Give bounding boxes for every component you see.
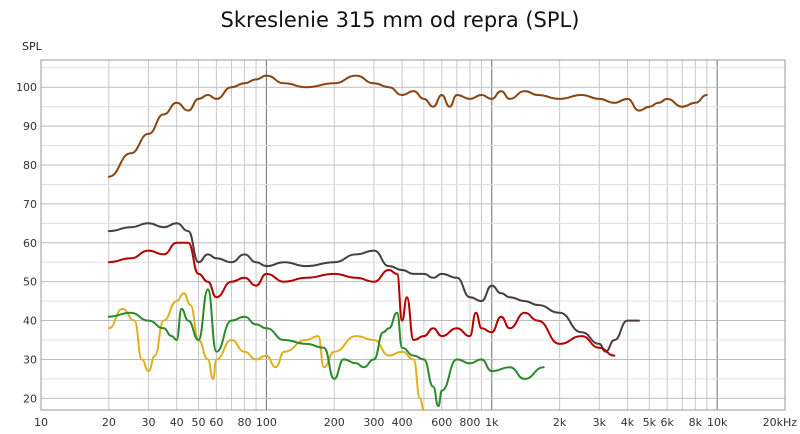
x-tick-label: 60: [209, 416, 223, 429]
x-tick-label: 200: [324, 416, 345, 429]
x-tick-label: 20kHz: [763, 416, 798, 429]
x-tick-label: 10k: [707, 416, 728, 429]
y-tick-label: 20: [23, 392, 37, 405]
series-line-4th-harmonic: [107, 288, 545, 408]
x-tick-label: 20: [102, 416, 116, 429]
series-line-2nd-harmonic: [107, 241, 616, 357]
y-axis-label: SPL: [22, 40, 42, 53]
series-layer: [107, 74, 708, 411]
series-line-fundamental: [107, 74, 708, 178]
x-tick-label: 30: [142, 416, 156, 429]
x-tick-label: 1k: [485, 416, 499, 429]
y-tick-label: 70: [23, 198, 37, 211]
x-tick-label: 100: [256, 416, 277, 429]
series-line-3rd-harmonic: [107, 292, 425, 411]
series-line-thd: [107, 222, 640, 353]
x-tick-label: 5k: [643, 416, 657, 429]
y-tick-label: 50: [23, 276, 37, 289]
y-tick-label: 40: [23, 315, 37, 328]
x-tick-label: 800: [459, 416, 480, 429]
x-tick-label: 80: [238, 416, 252, 429]
y-tick-label: 100: [16, 81, 37, 94]
y-tick-label: 90: [23, 120, 37, 133]
plot-frame: [40, 59, 786, 411]
y-tick-labels: 20 30 40 50 60 70 80 90 100: [16, 81, 37, 405]
x-tick-label: 400: [392, 416, 413, 429]
x-tick-label: 300: [363, 416, 384, 429]
x-tick-label: 10: [34, 416, 48, 429]
y-tick-label: 60: [23, 237, 37, 250]
x-tick-label: 3k: [593, 416, 607, 429]
x-tick-label: 40: [170, 416, 184, 429]
chart-title: Skreslenie 315 mm od repra (SPL): [220, 8, 580, 32]
x-tick-label: 8k: [689, 416, 703, 429]
x-tick-labels: 10 20 30 40 50 60 80 100 200 300 400 600 800 1k 2k 3k 4k…: [34, 416, 797, 429]
y-tick-label: 80: [23, 159, 37, 172]
y-tick-label: 30: [23, 353, 37, 366]
x-tick-label: 50: [192, 416, 206, 429]
x-tick-label: 6k: [660, 416, 674, 429]
x-tick-label: 4k: [621, 416, 635, 429]
x-tick-label: 2k: [553, 416, 567, 429]
x-tick-label: 600: [431, 416, 452, 429]
